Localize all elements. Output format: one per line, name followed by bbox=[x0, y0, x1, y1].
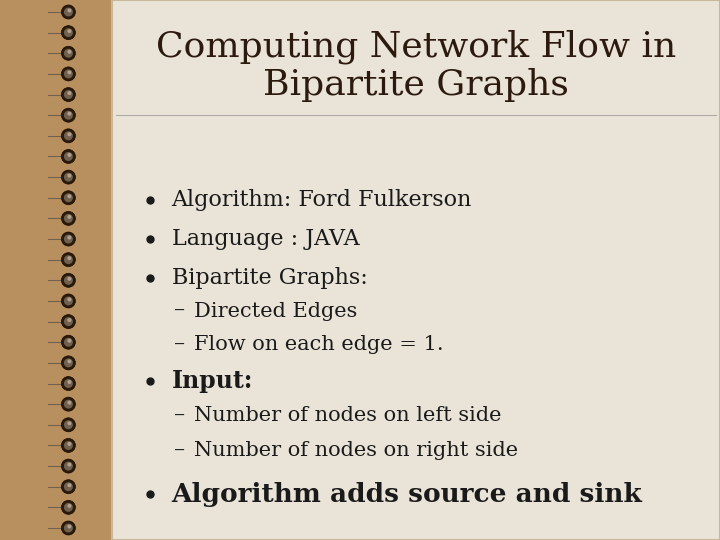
Ellipse shape bbox=[64, 482, 73, 491]
Ellipse shape bbox=[64, 359, 73, 367]
Text: Number of nodes on right side: Number of nodes on right side bbox=[194, 441, 518, 461]
Ellipse shape bbox=[61, 356, 76, 370]
Ellipse shape bbox=[61, 438, 76, 453]
Ellipse shape bbox=[61, 501, 76, 515]
Text: Directed Edges: Directed Edges bbox=[194, 301, 357, 321]
Ellipse shape bbox=[61, 273, 76, 287]
Text: –: – bbox=[174, 405, 185, 427]
Text: Bipartite Graphs:: Bipartite Graphs: bbox=[171, 267, 367, 288]
Ellipse shape bbox=[68, 235, 71, 240]
Text: –: – bbox=[174, 300, 185, 322]
Ellipse shape bbox=[61, 25, 76, 39]
Ellipse shape bbox=[61, 87, 76, 102]
Ellipse shape bbox=[68, 112, 71, 116]
Ellipse shape bbox=[64, 8, 73, 17]
Ellipse shape bbox=[68, 463, 71, 467]
Ellipse shape bbox=[68, 194, 71, 198]
Ellipse shape bbox=[61, 67, 76, 81]
Ellipse shape bbox=[64, 379, 73, 388]
Ellipse shape bbox=[64, 28, 73, 37]
Ellipse shape bbox=[68, 256, 71, 260]
Text: –: – bbox=[174, 440, 185, 462]
Ellipse shape bbox=[61, 129, 76, 143]
Ellipse shape bbox=[61, 46, 76, 60]
Ellipse shape bbox=[64, 400, 73, 409]
Text: Number of nodes on left side: Number of nodes on left side bbox=[194, 406, 501, 426]
Ellipse shape bbox=[64, 193, 73, 202]
Ellipse shape bbox=[64, 523, 73, 532]
Ellipse shape bbox=[68, 153, 71, 157]
Ellipse shape bbox=[68, 174, 71, 178]
Ellipse shape bbox=[68, 50, 71, 54]
Text: Bipartite Graphs: Bipartite Graphs bbox=[263, 68, 569, 102]
Ellipse shape bbox=[68, 442, 71, 446]
Ellipse shape bbox=[68, 91, 71, 95]
Ellipse shape bbox=[61, 335, 76, 349]
Text: Computing Network Flow in: Computing Network Flow in bbox=[156, 30, 676, 64]
Ellipse shape bbox=[61, 108, 76, 122]
Ellipse shape bbox=[68, 360, 71, 363]
Ellipse shape bbox=[68, 277, 71, 281]
Ellipse shape bbox=[64, 462, 73, 470]
Ellipse shape bbox=[64, 503, 73, 512]
Ellipse shape bbox=[61, 294, 76, 308]
Ellipse shape bbox=[64, 70, 73, 78]
Text: Input:: Input: bbox=[171, 369, 253, 393]
Ellipse shape bbox=[64, 317, 73, 326]
FancyBboxPatch shape bbox=[112, 0, 720, 540]
Ellipse shape bbox=[68, 298, 71, 301]
Ellipse shape bbox=[61, 521, 76, 535]
Ellipse shape bbox=[61, 315, 76, 329]
Ellipse shape bbox=[64, 49, 73, 58]
Ellipse shape bbox=[61, 170, 76, 184]
Ellipse shape bbox=[61, 5, 76, 19]
Ellipse shape bbox=[61, 459, 76, 473]
Ellipse shape bbox=[64, 338, 73, 347]
Ellipse shape bbox=[61, 253, 76, 267]
Text: Flow on each edge = 1.: Flow on each edge = 1. bbox=[194, 335, 444, 354]
Ellipse shape bbox=[68, 504, 71, 508]
Ellipse shape bbox=[61, 150, 76, 164]
Ellipse shape bbox=[61, 376, 76, 390]
Ellipse shape bbox=[64, 111, 73, 120]
Ellipse shape bbox=[64, 214, 73, 223]
Ellipse shape bbox=[64, 152, 73, 161]
Ellipse shape bbox=[61, 480, 76, 494]
Ellipse shape bbox=[68, 401, 71, 404]
Ellipse shape bbox=[64, 255, 73, 264]
Ellipse shape bbox=[68, 318, 71, 322]
Ellipse shape bbox=[61, 232, 76, 246]
Ellipse shape bbox=[64, 131, 73, 140]
Ellipse shape bbox=[61, 418, 76, 432]
Ellipse shape bbox=[64, 296, 73, 306]
Ellipse shape bbox=[64, 173, 73, 181]
Ellipse shape bbox=[68, 70, 71, 75]
Ellipse shape bbox=[68, 9, 71, 12]
Ellipse shape bbox=[68, 380, 71, 384]
Ellipse shape bbox=[61, 397, 76, 411]
Text: Algorithm adds source and sink: Algorithm adds source and sink bbox=[171, 482, 642, 507]
Ellipse shape bbox=[64, 234, 73, 244]
Ellipse shape bbox=[64, 441, 73, 450]
Ellipse shape bbox=[61, 211, 76, 225]
Text: –: – bbox=[174, 334, 185, 355]
Text: Algorithm: Ford Fulkerson: Algorithm: Ford Fulkerson bbox=[171, 189, 472, 211]
Text: Language : JAVA: Language : JAVA bbox=[171, 228, 359, 249]
Ellipse shape bbox=[68, 215, 71, 219]
Ellipse shape bbox=[68, 29, 71, 33]
Ellipse shape bbox=[64, 276, 73, 285]
Ellipse shape bbox=[68, 132, 71, 136]
Ellipse shape bbox=[68, 421, 71, 426]
Ellipse shape bbox=[61, 191, 76, 205]
Ellipse shape bbox=[68, 524, 71, 529]
Ellipse shape bbox=[64, 90, 73, 99]
Ellipse shape bbox=[64, 420, 73, 429]
Ellipse shape bbox=[68, 339, 71, 343]
Ellipse shape bbox=[68, 483, 71, 487]
